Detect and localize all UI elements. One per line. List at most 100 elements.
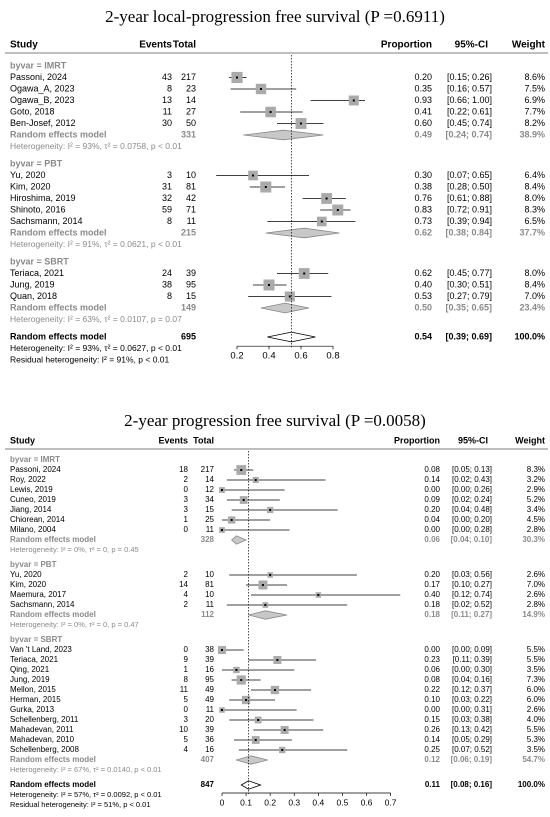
point-estimate bbox=[240, 679, 243, 681]
point-estimate bbox=[245, 699, 248, 701]
plot-title: 2-year local-progression free survival (… bbox=[105, 7, 445, 26]
events: 8 bbox=[167, 216, 172, 226]
confidence-interval: [0.15; 0.26] bbox=[447, 72, 492, 82]
point-estimate bbox=[320, 220, 323, 223]
proportion: 0.20 bbox=[414, 72, 432, 82]
point-estimate bbox=[281, 749, 284, 751]
confidence-interval: [0.05; 0.29] bbox=[452, 735, 492, 744]
confidence-interval: [0.35; 0.65] bbox=[445, 302, 492, 312]
confidence-interval: [0.07; 0.52] bbox=[452, 745, 492, 754]
point-estimate bbox=[242, 499, 245, 501]
heterogeneity: Heterogeneity: I² = 0%, τ² = 0, p = 0.47 bbox=[10, 620, 139, 629]
point-estimate bbox=[254, 739, 257, 741]
study-name: Random effects model bbox=[10, 610, 96, 619]
study-name: Quan, 2018 bbox=[10, 291, 57, 301]
total: 81 bbox=[205, 580, 214, 589]
total: 16 bbox=[205, 665, 214, 674]
point-estimate bbox=[303, 272, 306, 275]
x-tick-label: 0.5 bbox=[337, 797, 349, 807]
proportion: 0.49 bbox=[414, 129, 432, 139]
point-estimate bbox=[264, 186, 267, 188]
confidence-interval: [0.12; 0.37] bbox=[452, 685, 492, 694]
total: 217 bbox=[201, 465, 215, 474]
weight: 3.4% bbox=[527, 505, 545, 514]
point-estimate bbox=[269, 574, 272, 576]
events: 38 bbox=[162, 279, 172, 289]
confidence-interval: [0.28; 0.50] bbox=[447, 181, 492, 191]
events: 9 bbox=[184, 655, 189, 664]
weight: 30.3% bbox=[522, 535, 545, 544]
confidence-interval: [0.07; 0.65] bbox=[447, 170, 492, 180]
proportion: 0.18 bbox=[424, 610, 440, 619]
proportion: 0.10 bbox=[424, 695, 440, 704]
events: 59 bbox=[162, 204, 172, 214]
total: 42 bbox=[186, 193, 196, 203]
total: 14 bbox=[205, 475, 214, 484]
point-estimate bbox=[260, 88, 262, 90]
proportion: 0.00 bbox=[424, 645, 440, 654]
confidence-interval: [0.02; 0.52] bbox=[452, 600, 492, 609]
total: 27 bbox=[186, 106, 196, 116]
weight: 8.3% bbox=[527, 465, 545, 474]
confidence-interval: [0.66; 1.00] bbox=[447, 95, 492, 105]
events: 0 bbox=[184, 485, 189, 494]
confidence-interval: [0.10; 0.27] bbox=[452, 580, 492, 589]
events: 0 bbox=[184, 705, 189, 714]
weight: 14.9% bbox=[522, 610, 545, 619]
weight: 6.0% bbox=[527, 695, 545, 704]
weight: 5.2% bbox=[527, 495, 545, 504]
confidence-interval: [0.13; 0.42] bbox=[452, 725, 492, 734]
events: 5 bbox=[184, 695, 189, 704]
study-name: Random effects model bbox=[10, 755, 96, 764]
confidence-interval: [0.04; 0.16] bbox=[452, 675, 492, 684]
group-label: byvar = IMRT bbox=[10, 455, 60, 464]
confidence-interval: [0.04; 0.10] bbox=[451, 535, 493, 544]
proportion: 0.62 bbox=[414, 227, 432, 237]
point-estimate bbox=[261, 584, 264, 586]
confidence-interval: [0.05; 0.13] bbox=[452, 465, 492, 474]
study-name: Schellenberg, 2008 bbox=[10, 745, 79, 754]
study-name: Schellenberg, 2011 bbox=[10, 715, 79, 724]
weight: 4.5% bbox=[527, 515, 545, 524]
weight: 8.6% bbox=[524, 72, 545, 82]
proportion: 0.23 bbox=[424, 655, 440, 664]
proportion: 0.00 bbox=[424, 525, 440, 534]
confidence-interval: [0.02; 0.43] bbox=[452, 475, 492, 484]
events: 3 bbox=[184, 495, 189, 504]
events: 4 bbox=[184, 745, 189, 754]
weight: 5.3% bbox=[527, 735, 545, 744]
total: 11 bbox=[206, 705, 215, 714]
x-tick-label: 0 bbox=[220, 797, 225, 807]
events: 43 bbox=[162, 72, 172, 82]
x-tick-label: 0.2 bbox=[264, 797, 276, 807]
confidence-interval: [0.03; 0.56] bbox=[452, 570, 492, 579]
total: 11 bbox=[206, 600, 215, 609]
heterogeneity: Heterogeneity: I² = 63%, τ² = 0.0107, p … bbox=[10, 314, 182, 324]
weight: 23.4% bbox=[519, 302, 545, 312]
proportion: 0.20 bbox=[424, 505, 440, 514]
overall-heterogeneity: Heterogeneity: I² = 57%, τ² = 0.0092, p … bbox=[10, 790, 162, 799]
group-label: byvar = SBRT bbox=[10, 256, 69, 266]
events: 1 bbox=[184, 665, 189, 674]
proportion: 0.14 bbox=[424, 735, 440, 744]
weight: 7.7% bbox=[524, 106, 545, 116]
study-name: Gurka, 2013 bbox=[10, 705, 55, 714]
confidence-interval: [0.16; 0.57] bbox=[447, 83, 492, 93]
proportion: 0.14 bbox=[424, 475, 440, 484]
total: 20 bbox=[205, 715, 214, 724]
study-name: Ogawa_A, 2023 bbox=[10, 83, 75, 93]
summary-diamond bbox=[240, 780, 262, 790]
column-header: Events bbox=[158, 435, 188, 445]
weight: 6.5% bbox=[524, 216, 545, 226]
confidence-interval: [0.45; 0.74] bbox=[447, 118, 492, 128]
proportion: 0.00 bbox=[424, 705, 440, 714]
group-label: byvar = IMRT bbox=[10, 60, 67, 70]
events: 11 bbox=[180, 685, 189, 694]
study-name: Mahadevan, 2010 bbox=[10, 735, 75, 744]
proportion: 0.25 bbox=[424, 745, 440, 754]
heterogeneity: Heterogeneity: I² = 67%, τ² = 0.0140, p … bbox=[10, 765, 162, 774]
total: 331 bbox=[181, 129, 196, 139]
point-estimate bbox=[269, 111, 272, 113]
